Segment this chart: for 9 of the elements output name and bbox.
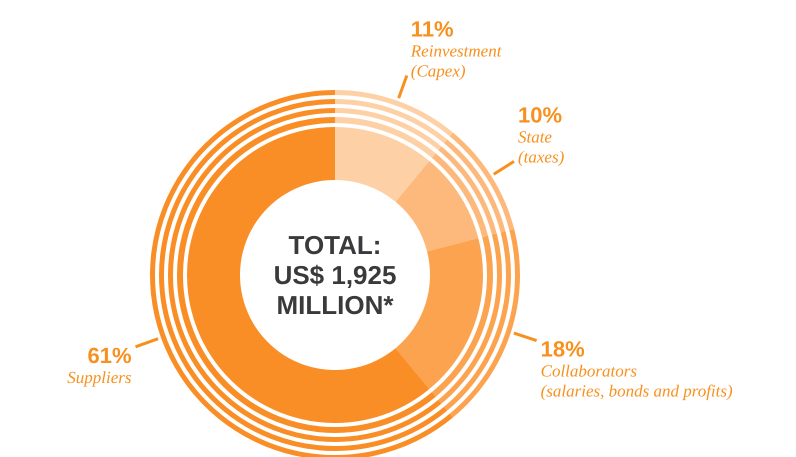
data-label: 11%	[410, 16, 454, 42]
text: TOTAL: US$ 1,925 MILLION*	[274, 230, 396, 320]
slice-label: Suppliers	[67, 368, 132, 387]
slice-label: Reinvestment (Capex)	[410, 42, 503, 81]
slice-label: Collaborators (salaries, bonds and profits)	[540, 362, 734, 401]
data-label: 10%	[518, 102, 562, 128]
data-label: 61%	[87, 342, 132, 368]
data-label: 18%	[540, 336, 585, 362]
slice-label: State (taxes)	[518, 127, 565, 166]
